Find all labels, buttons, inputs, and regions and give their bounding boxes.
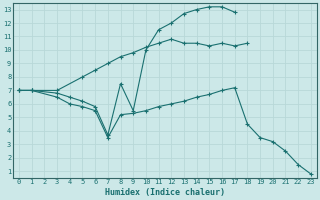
X-axis label: Humidex (Indice chaleur): Humidex (Indice chaleur) <box>105 188 225 197</box>
